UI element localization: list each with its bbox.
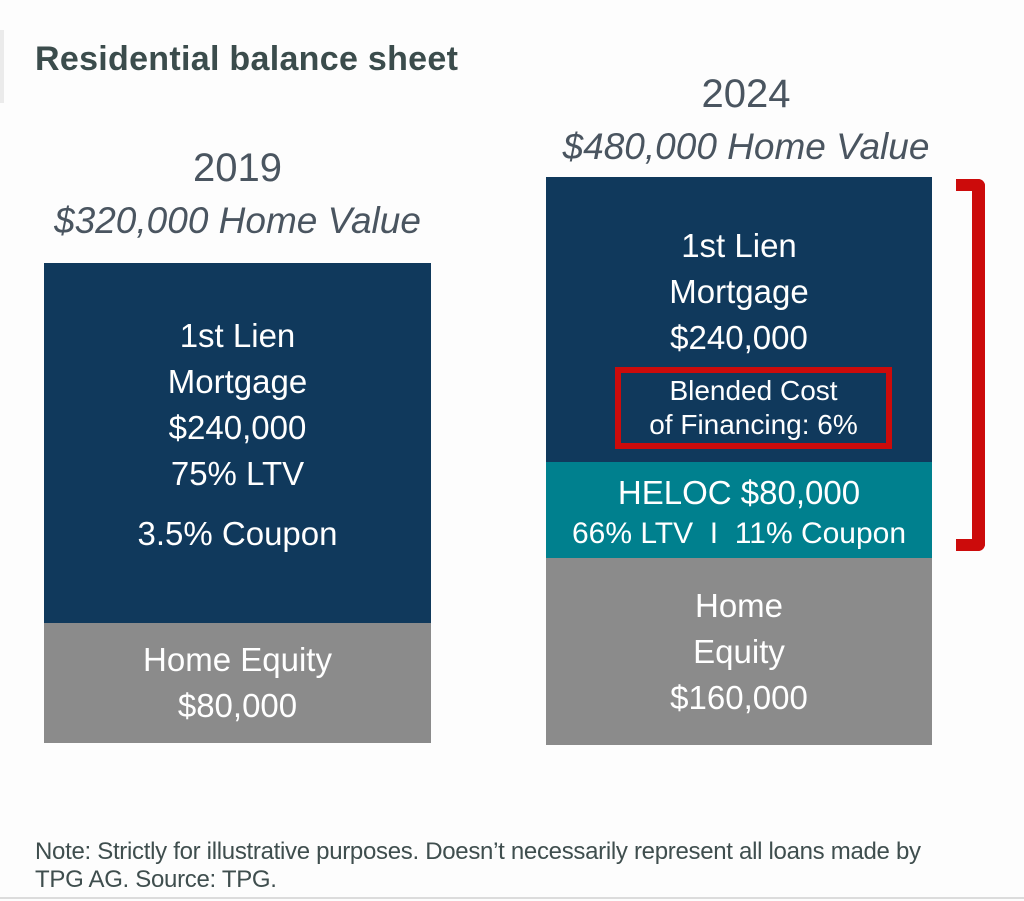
blended-cost-value: of Financing: 6%	[649, 409, 858, 440]
segment-label: Home	[694, 586, 784, 624]
segment-label: Equity	[693, 632, 785, 670]
segment-2019-home-equity: Home Equity $80,000	[44, 623, 431, 743]
blended-cost-callout: Blended Cost of Financing: 6%	[615, 367, 892, 449]
segment-2019-mortgage: 1st Lien Mortgage $240,000 75% LTV 3.5% …	[44, 263, 431, 623]
segment-ltv: 75% LTV	[170, 455, 305, 492]
segment-label: 1st Lien	[179, 317, 296, 354]
home-value-label-2019: $320,000 Home Value	[54, 200, 421, 241]
segment-value: $240,000	[670, 319, 808, 356]
blended-cost-label: Blended Cost	[669, 375, 838, 406]
footnote: Note: Strictly for illustrative purposes…	[35, 838, 921, 893]
column-header-2024: 2024 $480,000 Home Value	[540, 72, 952, 169]
segment-value: $160,000	[670, 678, 808, 716]
left-edge-artifact	[0, 30, 4, 103]
segment-value: $80,000	[177, 687, 298, 724]
segment-label: Home Equity	[143, 641, 332, 678]
debt-bracket	[956, 179, 985, 551]
segment-value: $240,000	[168, 409, 307, 446]
bottom-divider	[0, 897, 1024, 899]
segment-label: HELOC $80,000	[617, 474, 861, 511]
segment-label: 1st Lien	[681, 227, 797, 264]
segment-label: Mortgage	[669, 273, 809, 310]
column-header-2019: 2019 $320,000 Home Value	[30, 146, 445, 243]
segment-2024-home-equity: Home Equity $160,000	[546, 558, 932, 745]
segment-label: Mortgage	[167, 363, 308, 400]
segment-2024-heloc: HELOC $80,000 66% LTV I 11% Coupon	[546, 462, 932, 558]
year-label-2024: 2024	[701, 72, 791, 116]
segment-2024-mortgage: 1st Lien Mortgage $240,000 Blended Cost …	[546, 177, 932, 462]
chart-title: Residential balance sheet	[35, 40, 459, 78]
year-label-2019: 2019	[193, 146, 282, 190]
home-value-label-2024: $480,000 Home Value	[562, 126, 930, 167]
segment-coupon: 3.5% Coupon	[137, 515, 338, 552]
segment-ltv-coupon: 66% LTV I 11% Coupon	[571, 517, 907, 550]
